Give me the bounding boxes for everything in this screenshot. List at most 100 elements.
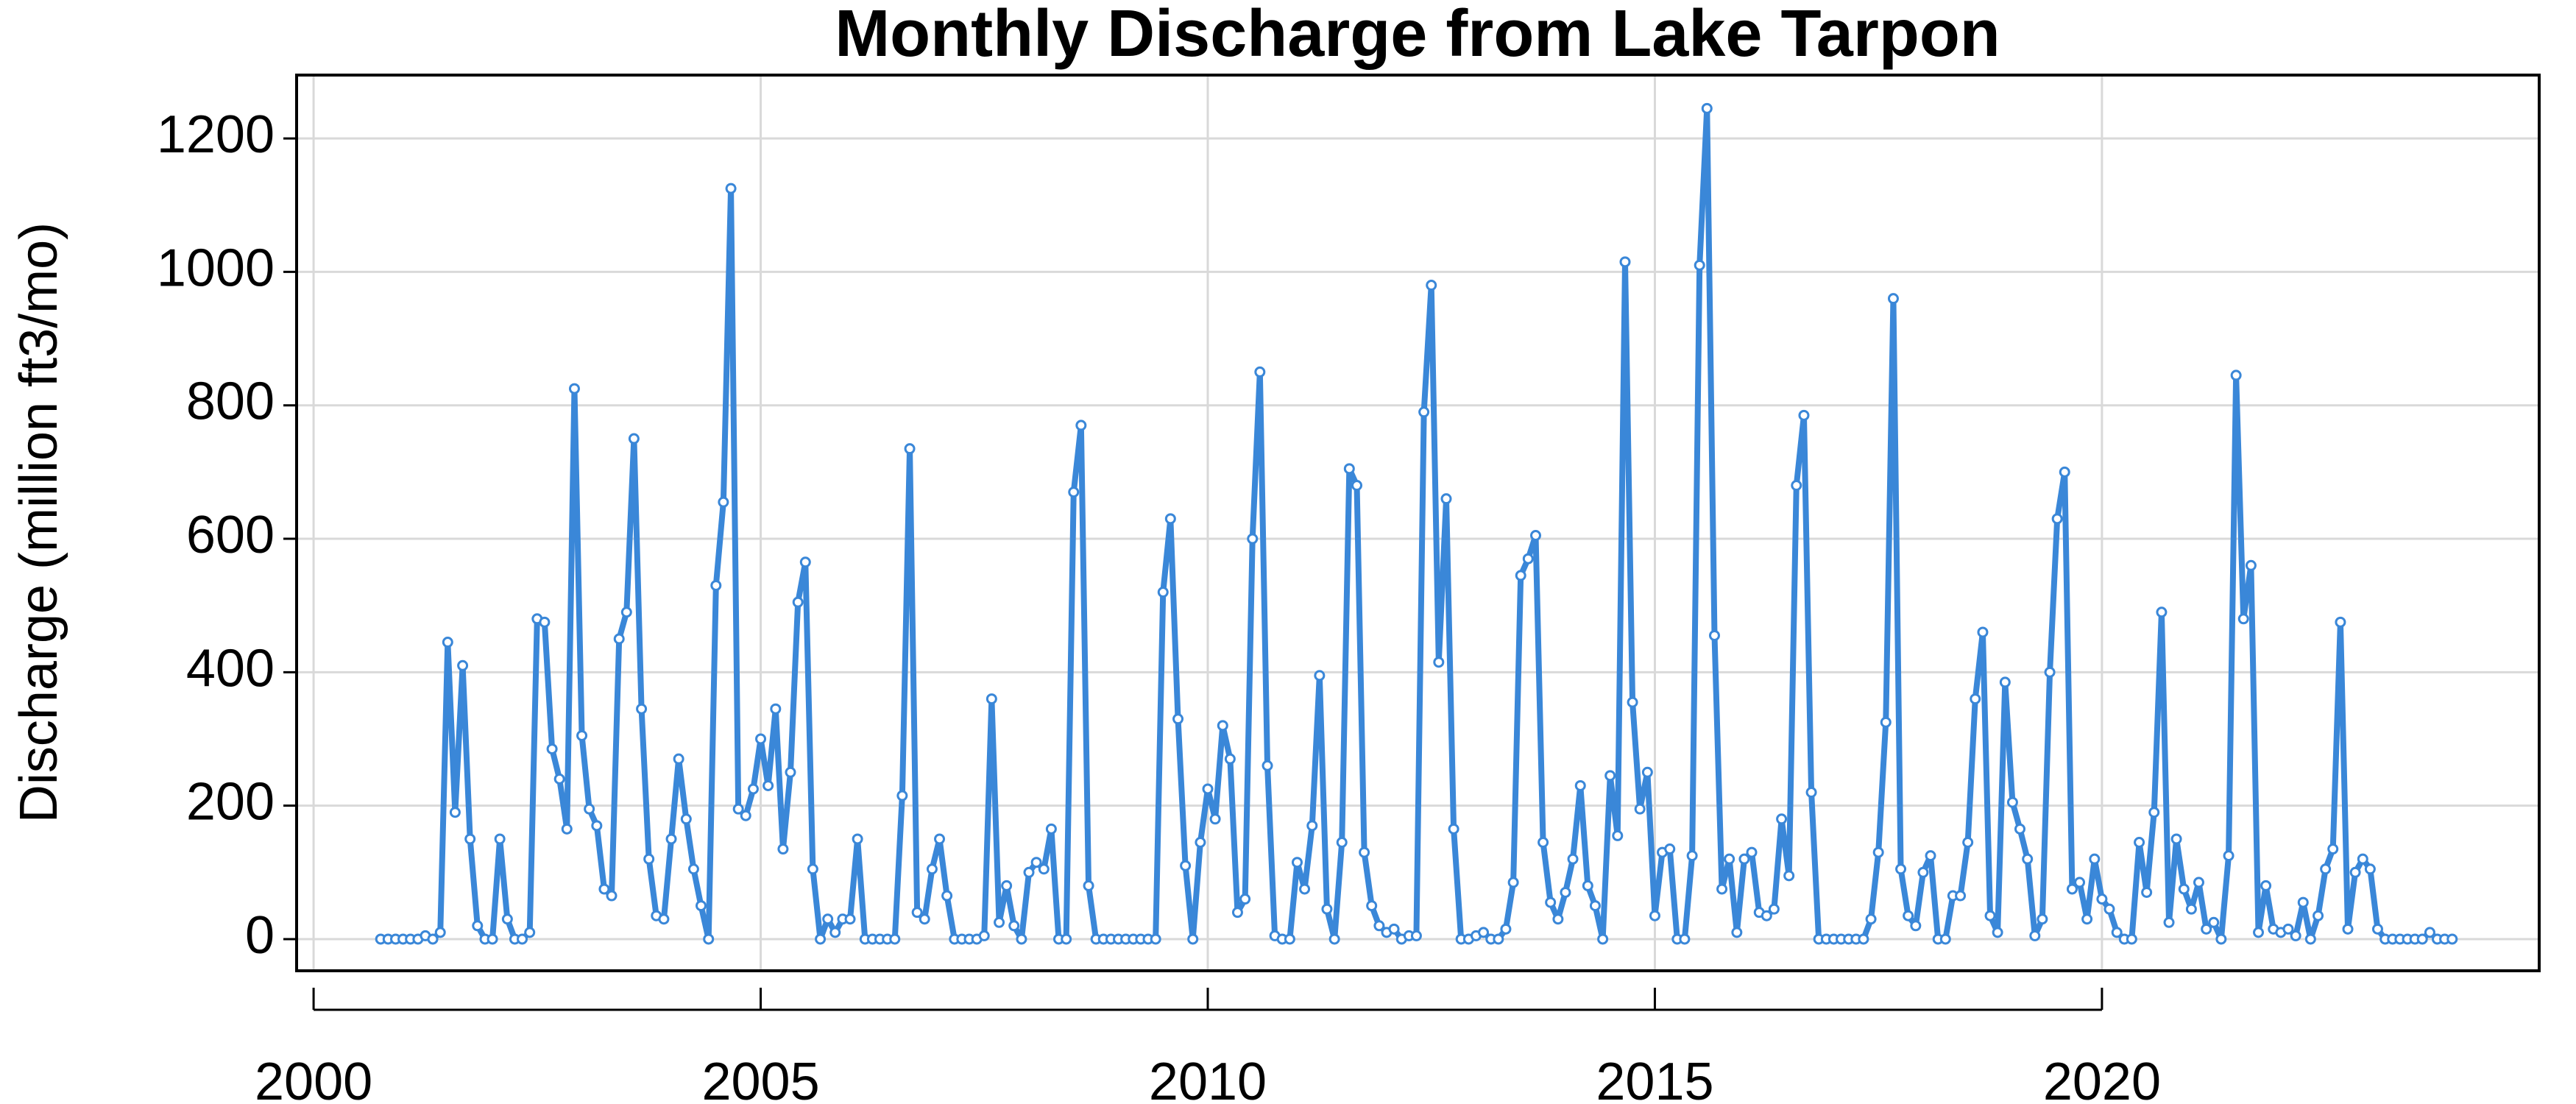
data-point <box>1038 863 1050 875</box>
data-point <box>785 766 796 778</box>
data-point <box>1321 903 1333 915</box>
data-point <box>2245 559 2257 571</box>
data-point <box>1493 933 1504 945</box>
data-point <box>815 933 827 945</box>
data-point <box>1970 693 1981 705</box>
data-point <box>457 659 469 671</box>
data-point <box>1157 587 1169 598</box>
data-point <box>2297 896 2309 908</box>
data-point <box>598 883 610 895</box>
data-point <box>2148 807 2160 818</box>
data-point <box>1336 836 1348 848</box>
data-point <box>1701 102 1713 114</box>
data-point <box>658 913 670 925</box>
data-point <box>1612 829 1624 841</box>
data-point <box>546 743 558 755</box>
data-point <box>2208 916 2220 928</box>
data-point <box>740 810 751 821</box>
data-point <box>1231 907 1243 919</box>
data-point <box>1939 933 1951 945</box>
data-point <box>1738 853 1750 865</box>
data-point <box>747 783 759 795</box>
data-point <box>852 833 863 845</box>
data-point <box>1887 293 1899 305</box>
data-point <box>926 863 938 875</box>
data-point <box>1366 900 1378 912</box>
data-point <box>486 933 498 945</box>
data-point <box>1872 846 1884 858</box>
data-point <box>2260 880 2272 891</box>
data-point <box>2089 853 2101 865</box>
data-point <box>2215 933 2227 945</box>
data-point <box>1030 857 1042 868</box>
data-point <box>584 803 595 815</box>
data-point <box>770 703 782 715</box>
data-point <box>1992 927 2003 938</box>
data-point <box>1500 923 1512 935</box>
data-point <box>464 833 476 845</box>
data-point <box>911 907 923 919</box>
data-point <box>1627 696 1638 708</box>
data-point <box>1880 716 1892 728</box>
data-point <box>1724 853 1735 865</box>
data-point <box>568 383 580 394</box>
plot-frame <box>295 74 2541 972</box>
data-point <box>591 820 603 832</box>
data-point <box>2059 466 2070 478</box>
data-point <box>2178 883 2190 895</box>
data-point <box>2163 916 2175 928</box>
data-point <box>919 913 930 925</box>
data-point <box>2126 933 2137 945</box>
data-point <box>2051 513 2063 525</box>
data-point <box>2282 923 2294 935</box>
data-point <box>904 443 916 455</box>
data-point <box>1903 910 1914 921</box>
data-point <box>628 433 640 445</box>
data-point <box>2364 863 2376 875</box>
data-point <box>1433 657 1445 668</box>
data-point <box>2111 927 2123 938</box>
data-point <box>636 703 648 715</box>
data-point <box>1694 259 1705 271</box>
data-point <box>1418 406 1430 418</box>
data-point <box>1917 866 1929 878</box>
data-point <box>1448 823 1459 835</box>
data-point <box>613 633 625 645</box>
data-point <box>673 753 684 765</box>
data-point <box>822 913 834 925</box>
data-point <box>1589 900 1601 912</box>
data-point <box>1574 779 1586 791</box>
data-point <box>1351 480 1363 492</box>
data-point <box>1895 863 1907 875</box>
data-point <box>1306 820 1318 832</box>
data-point <box>1984 910 1996 921</box>
data-point <box>1202 783 1214 795</box>
data-point <box>1008 920 1020 932</box>
data-point <box>2237 613 2249 625</box>
data-point <box>1440 493 1452 505</box>
data-point <box>994 916 1005 928</box>
data-point <box>2141 886 2153 898</box>
data-point <box>2044 666 2056 678</box>
data-point <box>1791 480 1802 492</box>
data-point <box>1187 933 1199 945</box>
data-point <box>1999 676 2011 688</box>
data-point <box>2424 927 2435 938</box>
data-point <box>539 616 551 628</box>
data-point <box>1708 629 1720 641</box>
data-point <box>732 803 744 815</box>
data-point <box>1604 770 1616 782</box>
data-point <box>1641 766 1653 778</box>
data-point <box>2074 877 2086 888</box>
data-point <box>1224 753 1236 765</box>
data-point <box>1910 920 1922 932</box>
data-point <box>725 183 737 194</box>
data-point <box>620 606 632 618</box>
data-point <box>1507 877 1519 888</box>
data-point <box>1731 927 1743 938</box>
data-point <box>1619 256 1631 268</box>
data-point <box>1552 913 1564 925</box>
data-point <box>1239 894 1251 905</box>
data-point <box>703 933 715 945</box>
data-point <box>2349 866 2361 878</box>
